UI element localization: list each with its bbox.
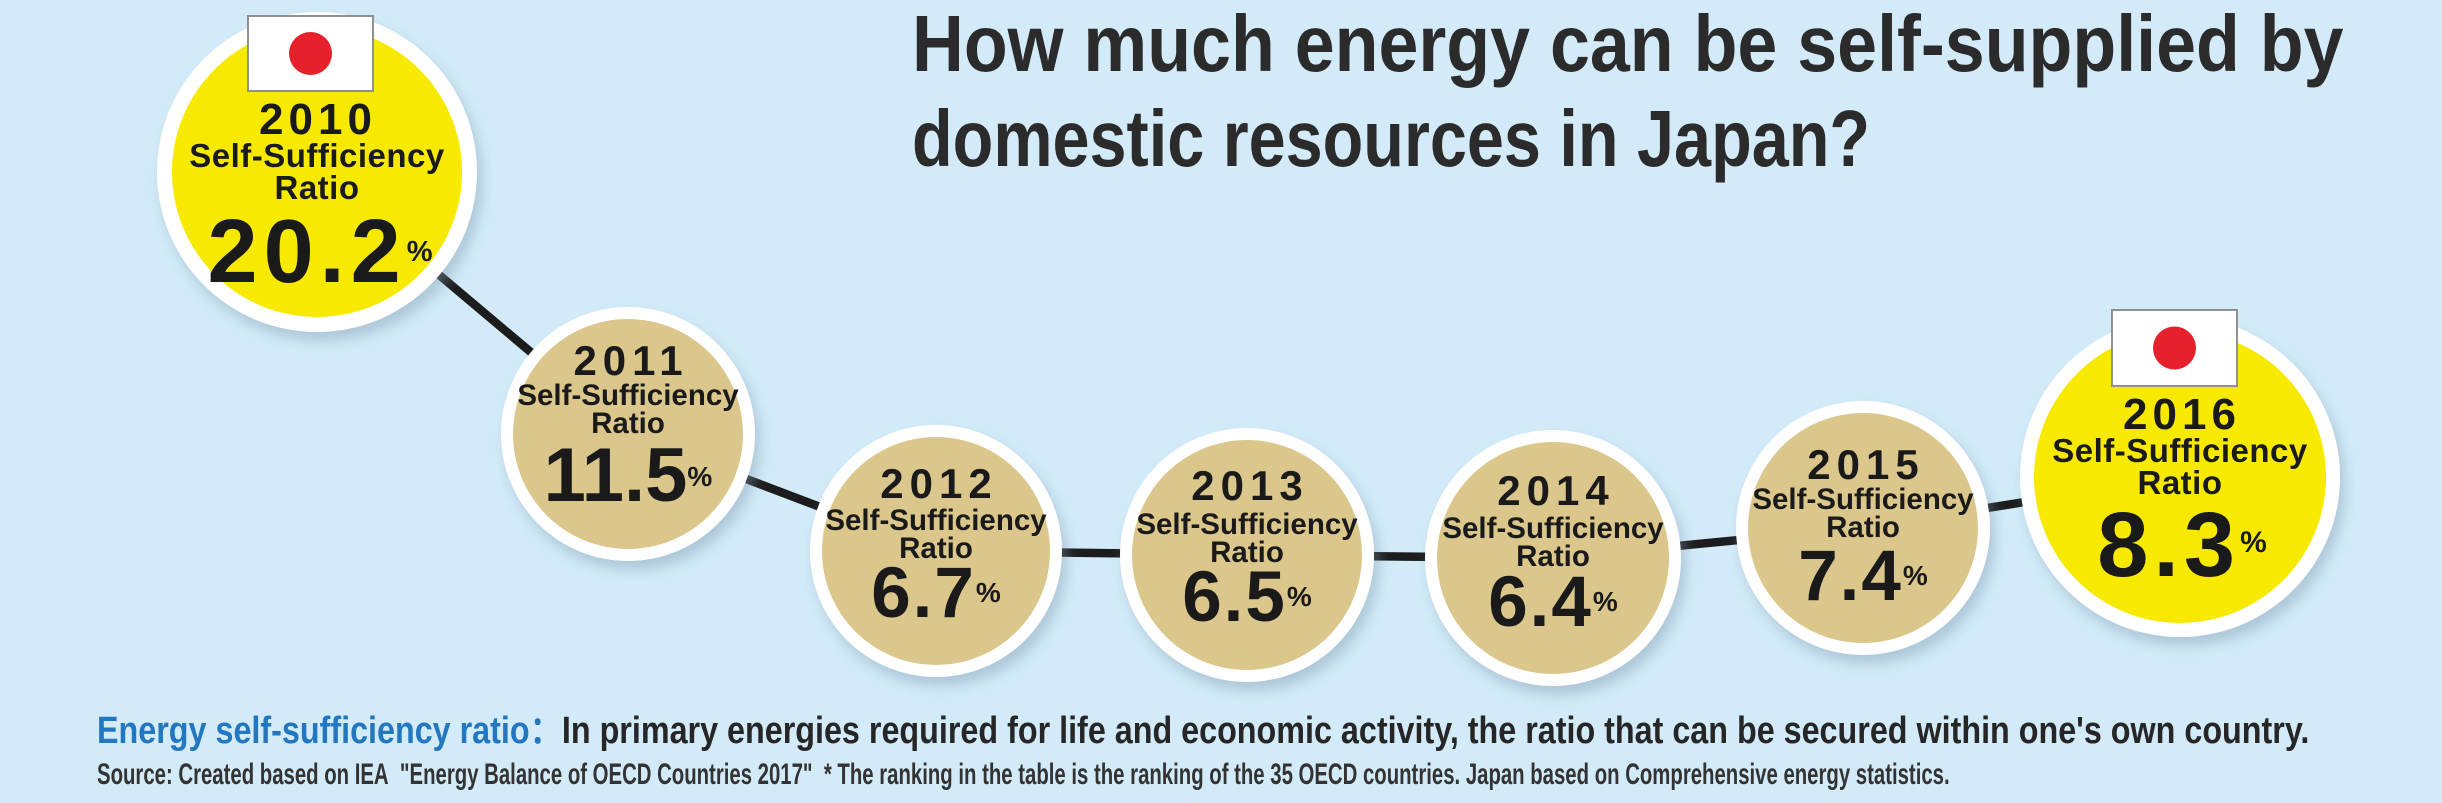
- svg-text:2016: 2016: [2123, 390, 2241, 439]
- svg-text:Ratio: Ratio: [1210, 536, 1284, 569]
- svg-text:2014: 2014: [1497, 467, 1614, 514]
- svg-text:Self-Sufficiency: Self-Sufficiency: [189, 137, 445, 174]
- svg-text:Ratio: Ratio: [275, 169, 360, 206]
- svg-text:Ratio: Ratio: [591, 407, 665, 440]
- svg-text:2013: 2013: [1191, 462, 1308, 509]
- svg-text:2010: 2010: [259, 95, 377, 144]
- svg-text:Self-Sufficiency: Self-Sufficiency: [1136, 508, 1358, 541]
- svg-text:2015: 2015: [1807, 441, 1924, 488]
- svg-text:Ratio: Ratio: [1826, 511, 1900, 544]
- svg-text:11.5%: 11.5%: [544, 433, 713, 518]
- svg-text:Self-Sufficiency: Self-Sufficiency: [1442, 512, 1664, 545]
- svg-text:Self-Sufficiency: Self-Sufficiency: [1752, 483, 1974, 516]
- svg-text:8.3%: 8.3%: [2097, 494, 2267, 596]
- svg-text:Ratio: Ratio: [2138, 464, 2223, 501]
- svg-text:Self-Sufficiency: Self-Sufficiency: [2052, 432, 2308, 469]
- svg-text:Self-Sufficiency: Self-Sufficiency: [825, 504, 1047, 537]
- svg-text:Self-Sufficiency: Self-Sufficiency: [517, 379, 739, 412]
- svg-text:Ratio: Ratio: [899, 532, 973, 565]
- svg-text:20.2%: 20.2%: [208, 202, 433, 302]
- svg-text:Ratio: Ratio: [1516, 540, 1590, 573]
- svg-text:2012: 2012: [880, 460, 997, 507]
- svg-text:2011: 2011: [573, 337, 688, 384]
